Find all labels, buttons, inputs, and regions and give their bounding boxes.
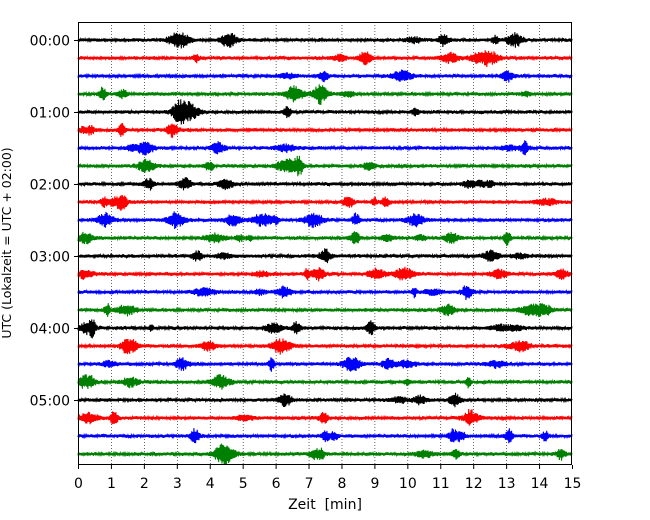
y-tick-label: 03:00 [30,250,70,266]
trace-01:00 [77,99,573,125]
trace-05:00 [77,392,573,408]
trace-03:15 [77,266,573,282]
x-tick-label: 11 [432,476,450,492]
trace-group [77,32,573,465]
y-tick-label: 01:00 [30,106,70,122]
x-tick-label: 2 [140,476,149,492]
y-tick-label: 02:00 [30,178,70,194]
trace-03:00 [77,248,573,264]
trace-01:30 [77,140,573,156]
x-tick-label: 14 [531,476,549,492]
x-tick-label: 12 [465,476,483,492]
x-tick-label: 15 [564,476,582,492]
x-tick-label: 3 [173,476,182,492]
y-axis: 00:00 01:00 02:00 03:00 04:00 05:00 [30,34,78,410]
trace-00:00 [77,32,573,49]
x-tick-label: 1 [107,476,116,492]
x-tick-label: 10 [399,476,417,492]
trace-04:45 [77,374,573,390]
trace-00:45 [77,84,573,105]
trace-05:45 [77,443,573,465]
trace-02:15 [77,195,573,211]
trace-05:30 [77,428,573,444]
trace-00:15 [77,50,573,67]
y-tick-label: 04:00 [30,322,70,338]
y-tick-label: 05:00 [30,394,70,410]
trace-00:30 [77,69,573,83]
trace-03:30 [77,285,573,301]
y-axis-title: UTC (Lokalzeit = UTC + 02:00) [0,147,14,338]
x-tick-label: 8 [338,476,347,492]
x-axis: 0 1 2 3 4 5 6 7 8 9 10 11 12 13 14 15 [74,465,581,492]
x-tick-label: 4 [206,476,215,492]
x-tick-label: 7 [305,476,314,492]
grid-lines [111,22,540,465]
trace-02:30 [77,211,573,230]
trace-01:15 [77,122,573,138]
trace-04:15 [77,338,573,355]
trace-04:00 [77,319,573,339]
trace-01:45 [77,155,573,177]
x-tick-label: 5 [239,476,248,492]
trace-05:15 [77,408,573,426]
x-tick-label: 9 [370,476,379,492]
x-axis-title: Zeit [min] [288,497,362,513]
trace-02:00 [77,177,573,191]
x-tick-label: 0 [74,476,83,492]
y-tick-label: 00:00 [30,34,70,50]
x-tick-label: 6 [272,476,281,492]
trace-04:30 [77,356,573,372]
trace-03:45 [77,302,573,317]
trace-02:45 [77,231,573,246]
plot-frame [78,22,572,465]
x-tick-label: 13 [498,476,516,492]
